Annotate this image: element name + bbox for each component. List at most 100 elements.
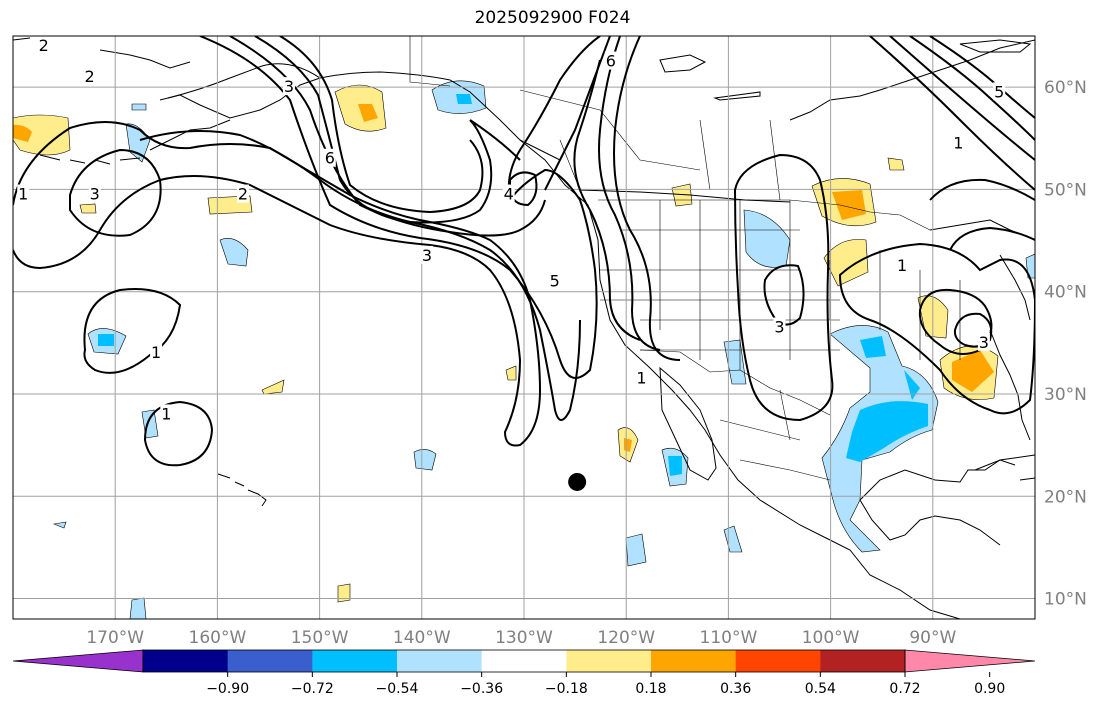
longitude-tick-label: 150°W [291, 628, 349, 648]
contour-label-background [993, 82, 1006, 101]
florida-coastline [989, 329, 1031, 441]
cool-anomaly-blob [743, 209, 791, 268]
alaska-canada-border [409, 36, 451, 87]
canada-provinces [519, 89, 781, 201]
warm-anomaly-blob [79, 203, 97, 214]
cool-anomaly-blob [904, 370, 920, 400]
cool-anomaly-blob [846, 401, 928, 462]
colorbar-tick-label: 0.72 [889, 681, 920, 697]
contour-label-background [282, 77, 295, 96]
contour-value-label: 2 [85, 67, 95, 86]
latitude-tick-label: 50°N [1044, 180, 1087, 200]
colorbar-tick-label: −0.72 [291, 681, 334, 697]
colorbar-tick-label: 0.90 [974, 681, 1005, 697]
cool-anomaly-blob [860, 336, 886, 358]
colorbar-segment [397, 650, 483, 672]
contour-label-background [17, 184, 30, 203]
cool-anomaly-blob [456, 94, 472, 104]
contour-value-label: 3 [422, 246, 432, 265]
contour-value-label: 3 [90, 185, 100, 204]
latitude-tick-label: 60°N [1044, 78, 1087, 98]
lat-lon-grid [13, 36, 1035, 619]
alaska-coastline [159, 77, 321, 119]
warm-anomaly-blob [952, 350, 994, 392]
east-coast [929, 219, 1035, 321]
colorbar-extend-low [12, 649, 144, 673]
colorbar-segment [820, 650, 906, 672]
contour-value-label: 5 [994, 82, 1004, 101]
land-outlines [13, 37, 1035, 619]
contour-line [254, 36, 521, 224]
contour-label-background [773, 317, 786, 336]
canada-interior [519, 139, 791, 203]
warm-anomaly-blob [261, 379, 285, 395]
colorbar-tick-label: 0.54 [805, 681, 836, 697]
mexico-coastline [659, 366, 717, 481]
contour-label-background [977, 332, 990, 351]
longitude-tick-label: 160°W [189, 628, 247, 648]
contour-line [13, 120, 542, 447]
longitude-tick-label: 110°W [700, 628, 758, 648]
contour-value-label: 1 [897, 256, 907, 275]
contour-label-background [604, 51, 617, 70]
contour-label-background [150, 343, 163, 362]
longitude-tick-label: 120°W [597, 628, 655, 648]
colorbar-segment [481, 650, 567, 672]
contour-value-label: 6 [325, 149, 335, 168]
cool-anomaly-blob [129, 597, 147, 619]
yucatan-coastline [859, 499, 1001, 546]
cool-anomaly-blob [625, 533, 647, 567]
mexico-states [719, 389, 831, 481]
colorbar-tick-label: −0.36 [460, 681, 503, 697]
contour-value-label: 3 [774, 318, 784, 337]
hawaii-islands [217, 473, 267, 507]
contour-labels: 2 2 1 3 2 3 6 3 4 5 6 1 1 1 3 1 3 5 1 [17, 36, 1006, 423]
longitude-tick-label: 170°W [86, 628, 144, 648]
contour-label-background [896, 256, 909, 275]
map-frame [12, 35, 1036, 620]
cool-anomaly-blob [219, 238, 249, 267]
contour-label-background [502, 184, 515, 203]
contour-lines [13, 36, 1035, 467]
contour-value-label: 1 [636, 369, 646, 388]
contour-label-background [420, 245, 433, 264]
contour-value-label: 1 [953, 133, 963, 152]
latitude-tick-label: 20°N [1044, 487, 1087, 507]
contour-line [139, 130, 581, 421]
contour-value-label: 6 [606, 52, 616, 71]
latitude-labels: 60°N 50°N 40°N 30°N 20°N 10°N [1044, 78, 1087, 609]
contour-line [573, 36, 681, 361]
contour-label-background [83, 66, 96, 85]
contour-value-label: 2 [238, 185, 248, 204]
north-america-coastline [167, 63, 961, 619]
warm-anomaly-blob [832, 190, 866, 220]
contour-value-label: 1 [151, 343, 161, 362]
latitude-tick-label: 30°N [1044, 385, 1087, 405]
cool-anomaly-blob [668, 456, 682, 476]
caribbean-islands [974, 459, 1035, 481]
colorbar-outline [142, 649, 906, 673]
contour-value-label: 1 [18, 185, 28, 204]
map-title: 2025092900 F024 [474, 8, 631, 28]
longitude-tick-label: 90°W [909, 628, 956, 648]
contour-line [869, 36, 1035, 191]
longitude-labels: 170°W 160°W 150°W 140°W 130°W 120°W 110°W 100°W… [86, 628, 956, 648]
longitude-tick-label: 140°W [393, 628, 451, 648]
warm-anomaly-blob [358, 104, 378, 122]
longitude-tick-label: 130°W [495, 628, 553, 648]
contour-value-label: 3 [979, 333, 989, 352]
cool-anomaly-blob [723, 339, 747, 385]
gulf-coastline [859, 454, 1035, 501]
contour-line [199, 36, 601, 379]
contour-label-background [236, 184, 249, 203]
contour-value-label: 2 [39, 36, 49, 55]
colorbar-segment [227, 650, 313, 672]
colorbar-tick-label: −0.54 [376, 681, 419, 697]
warm-anomaly-blob [13, 124, 32, 142]
location-marker [568, 472, 587, 491]
contour-line [929, 178, 1035, 251]
warm-anomaly-blob [13, 114, 71, 156]
islands-north [659, 39, 1032, 101]
siberia-coastline [13, 37, 191, 69]
contour-line [733, 153, 834, 422]
